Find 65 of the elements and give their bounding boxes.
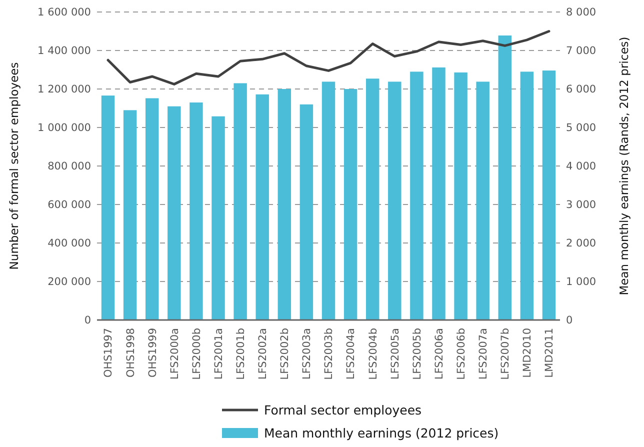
bar xyxy=(344,89,358,320)
bar xyxy=(190,102,203,320)
x-tick-label: LFS2004b xyxy=(367,328,380,380)
bar xyxy=(123,110,137,320)
bar xyxy=(300,104,314,320)
x-tick-label: LMD2010 xyxy=(522,328,534,378)
x-tick-label: LFS2002a xyxy=(257,328,270,380)
bar xyxy=(212,116,225,320)
bar xyxy=(432,67,446,320)
x-tick-label: OHS1999 xyxy=(146,328,159,378)
x-tick-label: LFS2006a xyxy=(433,328,446,380)
legend-label: Mean monthly earnings (2012 prices) xyxy=(264,425,499,440)
x-tick-label: LFS2000a xyxy=(168,328,181,380)
x-tick-label: LFS2001a xyxy=(212,328,225,380)
x-tick-label: OHS1998 xyxy=(124,328,137,378)
y-axis-title: Number of formal sector employees xyxy=(7,62,21,270)
y2-tick-label: 6 000 xyxy=(566,84,596,96)
y-tick-label: 800 000 xyxy=(48,160,91,173)
x-tick-label: LFS2005b xyxy=(411,328,424,380)
x-tick-label: LFS2000b xyxy=(190,328,203,380)
y2-tick-label: 5 000 xyxy=(566,122,596,134)
y-tick-label: 0 xyxy=(84,314,91,327)
bar xyxy=(520,72,534,320)
y2-tick-label: 4 000 xyxy=(566,160,596,173)
bar xyxy=(388,82,402,320)
x-tick-label: LFS2007b xyxy=(500,328,512,380)
x-tick-label: LFS2007a xyxy=(478,328,490,380)
bar xyxy=(101,96,115,320)
y-tick-label: 400 000 xyxy=(48,238,91,250)
bar xyxy=(498,35,512,320)
x-tick-label: LFS2003b xyxy=(323,328,336,380)
bar xyxy=(278,89,292,320)
x-tick-label: LMD2011 xyxy=(544,328,556,378)
bar xyxy=(410,72,424,320)
y-tick-label: 1 200 000 xyxy=(38,84,91,96)
x-tick-label: LFS2003a xyxy=(301,328,314,380)
bar xyxy=(542,70,556,320)
x-tick-label: LFS2004a xyxy=(345,328,358,380)
y-tick-label: 600 000 xyxy=(48,199,91,212)
x-tick-label: LFS2002b xyxy=(279,328,292,380)
bar xyxy=(256,94,269,320)
y2-axis-title: Mean monthly earnings (Rands, 2012 prices) xyxy=(617,36,631,296)
y-tick-label: 200 000 xyxy=(48,276,91,288)
y-tick-label: 1 000 000 xyxy=(38,122,91,134)
bar xyxy=(366,78,380,320)
y2-tick-label: 0 xyxy=(566,314,573,327)
x-tick-label: OHS1997 xyxy=(102,328,115,378)
y-tick-label: 1 600 000 xyxy=(38,6,91,19)
bar xyxy=(168,106,181,320)
x-tick-label: LFS2001b xyxy=(234,328,247,380)
y2-tick-label: 2 000 xyxy=(566,238,596,250)
y2-tick-label: 1 000 xyxy=(566,276,596,288)
legend-label: Formal sector employees xyxy=(264,402,422,418)
y2-tick-label: 3 000 xyxy=(566,199,596,212)
y2-tick-label: 8 000 xyxy=(566,6,596,19)
x-tick-label: LFS2005a xyxy=(389,328,402,380)
line-series xyxy=(106,30,550,86)
bar xyxy=(146,98,159,320)
y-tick-label: 1 400 000 xyxy=(38,45,91,58)
bar xyxy=(476,82,490,320)
x-tick-label: LFS2006b xyxy=(455,328,468,380)
bar xyxy=(454,72,468,320)
y2-tick-label: 7 000 xyxy=(566,45,596,58)
bar xyxy=(234,83,247,320)
bar xyxy=(322,82,336,320)
